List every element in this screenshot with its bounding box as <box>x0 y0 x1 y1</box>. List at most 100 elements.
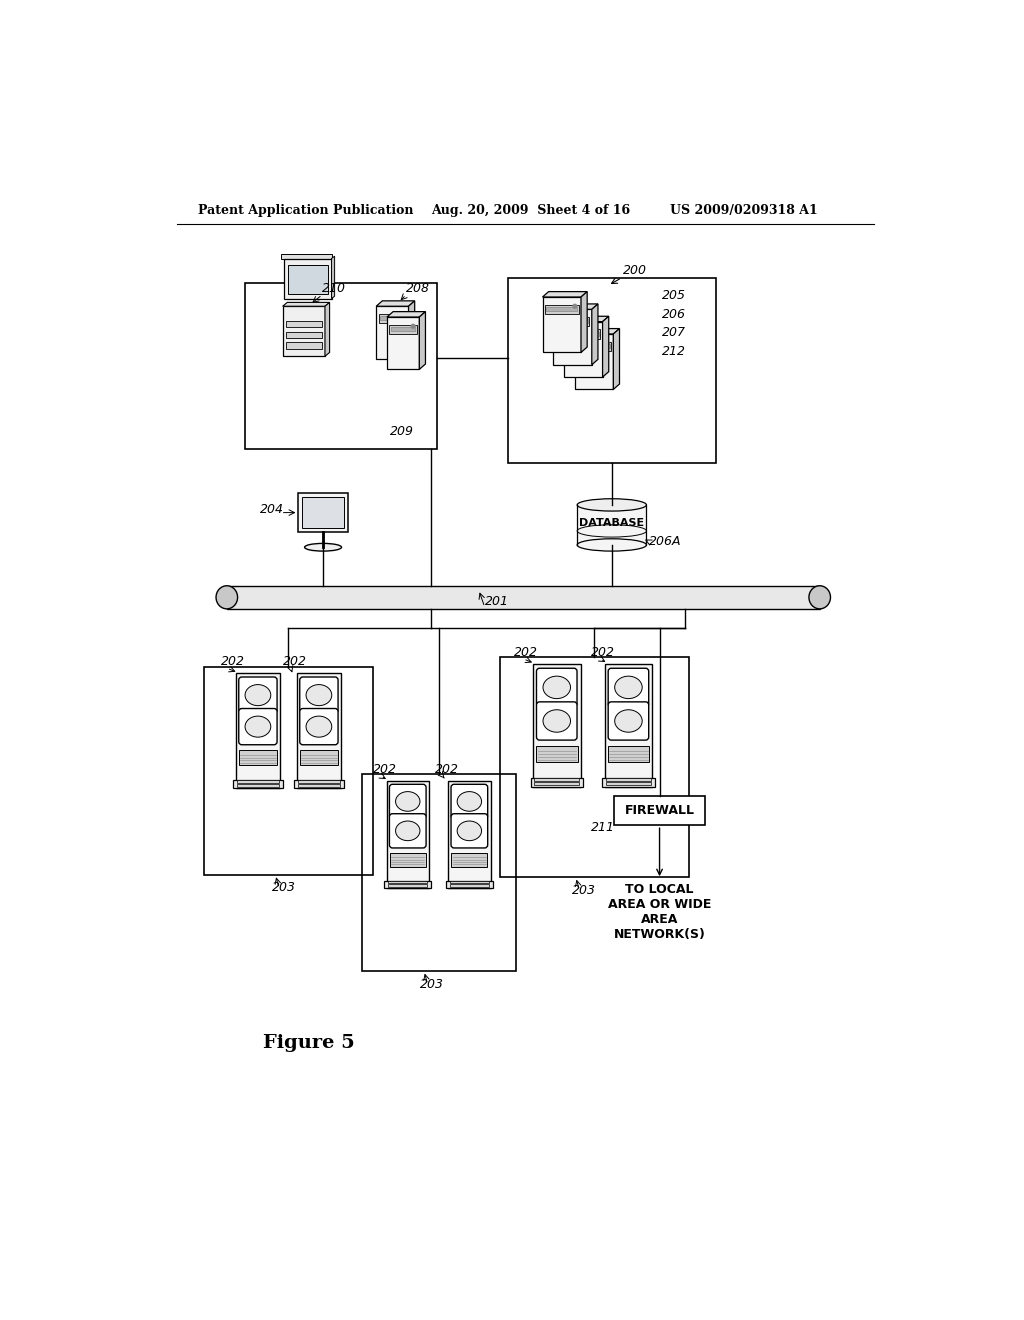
Text: 202: 202 <box>591 645 615 659</box>
Polygon shape <box>387 312 425 317</box>
Bar <box>579 345 609 348</box>
Polygon shape <box>376 301 415 306</box>
Text: 209: 209 <box>390 425 414 438</box>
FancyBboxPatch shape <box>608 668 649 706</box>
Bar <box>553 309 592 364</box>
Bar <box>286 321 322 327</box>
FancyBboxPatch shape <box>389 813 426 847</box>
Text: 203: 203 <box>420 978 444 991</box>
Text: DATABASE: DATABASE <box>580 517 644 528</box>
Polygon shape <box>592 304 598 364</box>
Bar <box>604 664 652 787</box>
Circle shape <box>605 342 609 345</box>
Text: Aug. 20, 2009  Sheet 4 of 16: Aug. 20, 2009 Sheet 4 of 16 <box>431 205 630 218</box>
Bar <box>245 284 437 449</box>
Bar <box>578 342 611 351</box>
Bar <box>226 586 819 609</box>
Bar <box>238 784 279 787</box>
FancyBboxPatch shape <box>451 784 487 818</box>
Bar <box>297 673 341 788</box>
Text: 206: 206 <box>662 308 686 321</box>
Polygon shape <box>325 302 330 356</box>
Text: 205: 205 <box>662 289 686 302</box>
Ellipse shape <box>216 586 238 609</box>
Polygon shape <box>553 304 598 309</box>
Text: 202: 202 <box>373 763 397 776</box>
Bar <box>614 796 705 825</box>
Bar <box>298 780 340 783</box>
Circle shape <box>572 305 577 308</box>
Bar <box>284 259 332 298</box>
Text: 204: 204 <box>260 503 284 516</box>
Bar <box>286 331 322 338</box>
Ellipse shape <box>543 710 570 733</box>
Bar <box>233 780 283 788</box>
Bar <box>294 780 343 788</box>
Polygon shape <box>613 329 620 389</box>
Bar <box>606 783 651 785</box>
Bar <box>508 277 716 462</box>
Bar <box>535 779 580 781</box>
Bar <box>564 322 602 378</box>
FancyBboxPatch shape <box>300 709 338 744</box>
Polygon shape <box>409 301 415 359</box>
Polygon shape <box>564 317 608 322</box>
Text: 211: 211 <box>591 821 615 834</box>
Ellipse shape <box>457 792 481 812</box>
Text: TO LOCAL
AREA OR WIDE
AREA
NETWORK(S): TO LOCAL AREA OR WIDE AREA NETWORK(S) <box>608 883 712 941</box>
Bar <box>388 880 427 883</box>
Bar <box>238 780 279 783</box>
Bar <box>530 777 583 787</box>
Bar <box>380 317 404 321</box>
Bar <box>204 667 373 875</box>
Bar <box>574 334 613 389</box>
Ellipse shape <box>306 685 332 706</box>
Text: 206A: 206A <box>649 535 681 548</box>
Ellipse shape <box>614 676 642 698</box>
Bar <box>445 880 493 888</box>
Text: 203: 203 <box>271 882 296 895</box>
Polygon shape <box>283 302 330 306</box>
Bar <box>302 498 344 528</box>
FancyBboxPatch shape <box>239 709 278 744</box>
Bar <box>298 784 340 787</box>
Bar <box>391 327 416 331</box>
Text: 210: 210 <box>322 282 345 296</box>
Circle shape <box>400 314 404 317</box>
FancyBboxPatch shape <box>389 784 426 818</box>
FancyBboxPatch shape <box>451 813 487 847</box>
Text: Patent Application Publication: Patent Application Publication <box>199 205 414 218</box>
Circle shape <box>595 329 598 333</box>
Text: 202: 202 <box>514 645 538 659</box>
Polygon shape <box>419 312 425 370</box>
Circle shape <box>584 317 588 321</box>
FancyBboxPatch shape <box>608 702 649 741</box>
Bar <box>568 331 599 335</box>
Text: 203: 203 <box>571 884 596 896</box>
Bar <box>547 308 578 312</box>
Text: 207: 207 <box>662 326 686 339</box>
Text: 201: 201 <box>484 595 509 609</box>
Bar <box>545 305 579 314</box>
Ellipse shape <box>306 717 332 737</box>
Text: 212: 212 <box>662 345 686 358</box>
Bar <box>606 779 651 781</box>
FancyBboxPatch shape <box>537 702 577 741</box>
Bar <box>282 253 332 259</box>
Ellipse shape <box>809 586 830 609</box>
Bar <box>450 880 489 883</box>
Bar <box>536 746 578 762</box>
Bar <box>283 306 325 356</box>
Bar <box>449 780 490 888</box>
Ellipse shape <box>245 685 270 706</box>
Circle shape <box>412 325 415 329</box>
Bar <box>602 777 654 787</box>
Bar <box>388 884 427 887</box>
Bar <box>236 673 281 788</box>
Text: 202: 202 <box>220 655 245 668</box>
Polygon shape <box>332 256 335 298</box>
Text: 208: 208 <box>407 282 430 296</box>
Ellipse shape <box>395 792 420 812</box>
Bar <box>390 853 426 867</box>
Polygon shape <box>574 329 620 334</box>
